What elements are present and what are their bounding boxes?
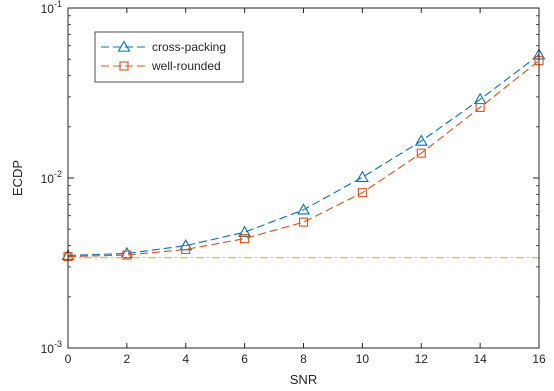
data-point-cross-packing-3 xyxy=(238,225,252,237)
legend-marker-well-rounded xyxy=(119,61,129,71)
data-point-cross-packing-6 xyxy=(414,134,428,146)
data-point-cross-packing-1 xyxy=(120,246,134,259)
x-tick-label-1: 2 xyxy=(124,352,131,366)
data-point-well-rounded-3 xyxy=(240,234,250,244)
x-tick-label-2: 4 xyxy=(182,352,189,366)
y-tick-label-2: 10-1 xyxy=(41,0,62,16)
data-point-well-rounded-7 xyxy=(475,102,485,113)
data-point-cross-packing-5 xyxy=(355,170,369,182)
series-line-well-rounded xyxy=(67,60,540,258)
data-point-well-rounded-1 xyxy=(122,250,132,260)
data-point-cross-packing-4 xyxy=(297,203,310,215)
x-tick-label-3: 6 xyxy=(241,352,248,366)
x-tick-label-4: 8 xyxy=(300,352,307,366)
axes-layer: 0 2 4 6 8 10 12 14 16 10-3 10-2 10-1 xyxy=(41,0,546,366)
data-point-well-rounded-2 xyxy=(181,244,191,254)
data-point-well-rounded-4 xyxy=(298,217,309,227)
legend-label-well-rounded: well-rounded xyxy=(151,59,221,73)
data-point-well-rounded-5 xyxy=(357,188,367,198)
x-tick-label-0: 0 xyxy=(65,352,72,366)
legend-marker-cross-packing xyxy=(117,40,131,52)
x-axis-label: SNR xyxy=(290,372,317,387)
legend-label-cross-packing: cross-packing xyxy=(152,40,226,54)
legend-box xyxy=(94,31,244,83)
series-line-cross-packing xyxy=(67,54,540,257)
y-axis-label: ECDP xyxy=(10,160,25,196)
x-tick-label-8: 16 xyxy=(532,352,546,366)
x-tick-label-7: 14 xyxy=(473,352,487,366)
data-point-well-rounded-6 xyxy=(416,148,426,158)
legend: cross-packing well-rounded xyxy=(94,31,244,83)
y-tick-label-1: 10-2 xyxy=(41,169,62,186)
y-tick-label-0: 10-3 xyxy=(41,339,62,356)
x-tick-label-5: 10 xyxy=(356,352,370,366)
x-tick-label-6: 12 xyxy=(415,352,429,366)
